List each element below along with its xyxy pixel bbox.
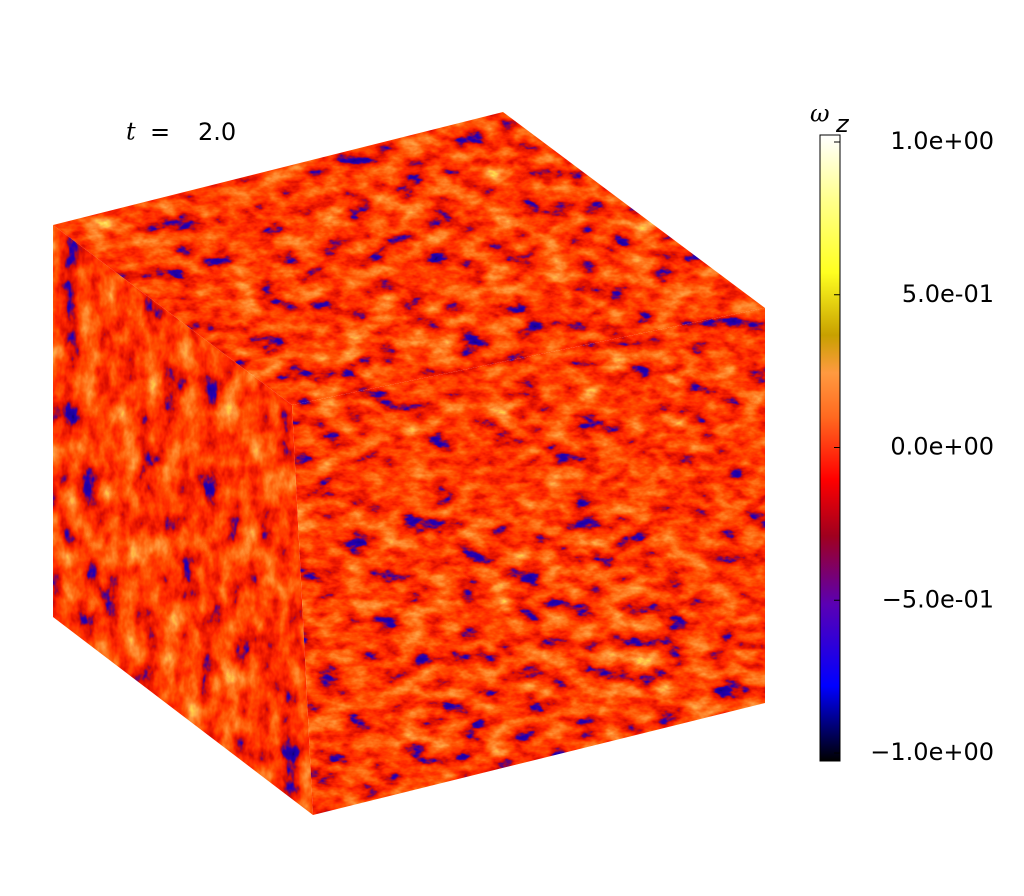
colorbar: ω z 1.0e+00 5.0e-01 0.0e+00 −5.0e-01 −1.0e+0… (810, 100, 994, 767)
colorbar-tick-label: 5.0e-01 (902, 280, 994, 308)
cube (53, 112, 765, 815)
colorbar-tick-label: −5.0e-01 (882, 585, 994, 613)
colorbar-tick-label: −1.0e+00 (870, 738, 994, 766)
time-annotation: t = 2.0 (126, 118, 236, 147)
colorbar-subscript: z (835, 110, 850, 138)
time-symbol: t (126, 118, 136, 146)
colorbar-label: ω (810, 100, 830, 128)
time-value: 2.0 (198, 118, 236, 146)
colorbar-tick-label: 1.0e+00 (890, 127, 994, 155)
colorbar-tick-label: 0.0e+00 (890, 433, 994, 461)
time-equals: = (150, 118, 170, 146)
